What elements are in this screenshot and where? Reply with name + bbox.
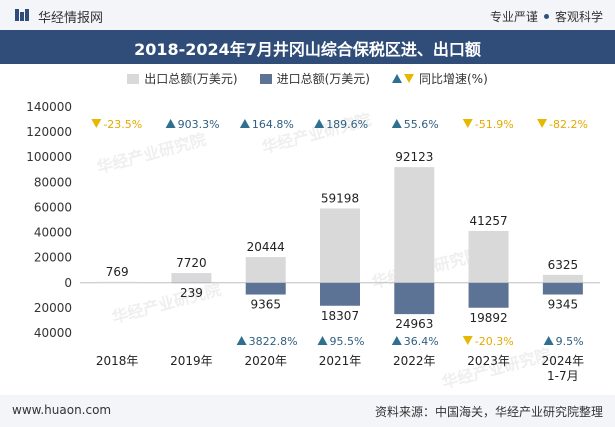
y-tick-label: 0 (64, 276, 72, 290)
footer-bar: www.huaon.com 资料来源：中国海关，华经产业研究院整理 (0, 395, 615, 427)
legend-growth-arrows (391, 74, 414, 83)
x-tick-label: 2019年 (170, 354, 213, 368)
import-growth-arrow-icon (543, 336, 554, 345)
export-value-label: 6325 (548, 258, 579, 272)
legend-growth: 同比增速(%) (391, 70, 488, 87)
tagline-left: 专业严谨 (489, 10, 538, 24)
import-value-label: 9345 (548, 298, 579, 312)
x-tick-label: 2018年 (96, 354, 139, 368)
import-growth-label: 3822.8% (249, 335, 298, 348)
export-value-label: 7720 (176, 256, 207, 270)
import-bar (245, 282, 286, 295)
import-bar (320, 282, 360, 306)
export-growth-arrow-icon (537, 119, 548, 128)
export-growth-label: -51.9% (475, 118, 514, 131)
export-bar (171, 273, 212, 283)
import-growth-arrow-icon (391, 336, 402, 345)
x-tick-label: 1-7月 (547, 369, 579, 383)
export-value-label: 769 (106, 265, 129, 279)
bar-chart: 40000 20000 0 20000 40000 60000 80000 100000 120… (26, 100, 600, 383)
chart-title: 2018-2024年7月井冈山综合保税区进、出口额 (134, 40, 481, 59)
import-bar (394, 282, 435, 315)
footer-site: www.huaon.com (12, 403, 112, 417)
down-triangle-icon (403, 74, 414, 83)
import-growth-label: -20.3% (475, 335, 514, 348)
export-bar (468, 230, 509, 283)
x-tick-label: 2020年 (244, 354, 287, 368)
import-bar (468, 282, 509, 308)
import-value-label: 9365 (250, 298, 281, 312)
import-growth-label: 95.5% (330, 335, 365, 348)
x-tick-label: 2024年 (542, 354, 585, 368)
legend-import-label: 进口总额(万美元) (276, 72, 370, 86)
export-growth-arrow-icon (391, 119, 402, 128)
import-growth-arrow-icon (462, 336, 473, 345)
x-tick-label: 2022年 (393, 354, 436, 368)
y-tick-label: 120000 (26, 125, 72, 139)
export-growth-arrow-icon (239, 119, 250, 128)
export-growth-label: -82.2% (549, 118, 588, 131)
legend-growth-label: 同比增速(%) (418, 72, 488, 86)
export-growth-arrow-icon (91, 119, 102, 128)
import-growth-label: 36.4% (404, 335, 439, 348)
y-tick-label: 80000 (34, 175, 72, 189)
import-value-label: 18307 (321, 309, 359, 323)
export-growth-label: 903.3% (178, 118, 220, 131)
x-tick-label: 2023年 (467, 354, 510, 368)
y-tick-label: 60000 (34, 200, 72, 214)
export-value-label: 59198 (321, 191, 359, 205)
chart-legend: 出口总额(万美元) 进口总额(万美元) 同比增速(%) (0, 70, 615, 87)
export-bar (320, 208, 360, 283)
legend-export: 出口总额(万美元) (127, 70, 238, 87)
export-growth-label: 189.6% (326, 118, 368, 131)
up-triangle-icon (391, 74, 402, 83)
y-tick-label: 20000 (34, 301, 72, 315)
import-growth-label: 9.5% (556, 335, 584, 348)
y-tick-label: 20000 (34, 251, 72, 265)
export-bar (542, 274, 583, 283)
footer-source: 资料来源：中国海关，华经产业研究院整理 (374, 405, 603, 419)
import-value-label: 239 (180, 286, 203, 300)
separator-dot-icon (543, 14, 549, 19)
y-tick-label: 40000 (34, 326, 72, 340)
legend-export-label: 出口总额(万美元) (144, 72, 238, 86)
huajing-logo-icon (15, 9, 29, 21)
import-bar (542, 282, 583, 295)
export-growth-arrow-icon (314, 119, 325, 128)
import-growth-arrow-icon (317, 336, 328, 345)
y-tick-label: 100000 (26, 150, 72, 164)
y-tick-label: 140000 (26, 100, 72, 114)
export-growth-label: -23.5% (103, 118, 142, 131)
export-growth-arrow-icon (165, 119, 176, 128)
export-value-label: 92123 (395, 150, 433, 164)
export-growth-label: 164.8% (252, 118, 294, 131)
export-bar (97, 281, 138, 283)
tagline-right: 客观科学 (554, 10, 603, 24)
export-value-label: 41257 (469, 214, 507, 228)
export-value-label: 20444 (247, 240, 285, 254)
legend-export-swatch (127, 73, 140, 84)
import-value-label: 24963 (395, 317, 433, 331)
title-bar: 2018-2024年7月井冈山综合保税区进、出口额 (0, 30, 615, 64)
tagline: 专业严谨 客观科学 (490, 8, 603, 25)
import-value-label: 19892 (469, 311, 507, 325)
y-tick-label: 40000 (34, 226, 72, 240)
import-growth-arrow-icon (236, 336, 247, 345)
legend-import-swatch (259, 73, 272, 84)
x-tick-label: 2021年 (319, 354, 362, 368)
export-growth-arrow-icon (462, 119, 473, 128)
export-bar (245, 257, 286, 283)
export-growth-label: 55.6% (404, 118, 439, 131)
legend-import: 进口总额(万美元) (259, 70, 370, 87)
top-bar: 华经情报网 专业严谨 客观科学 (0, 0, 615, 30)
brand-name: 华经情报网 (38, 11, 104, 26)
export-bar (394, 167, 435, 283)
